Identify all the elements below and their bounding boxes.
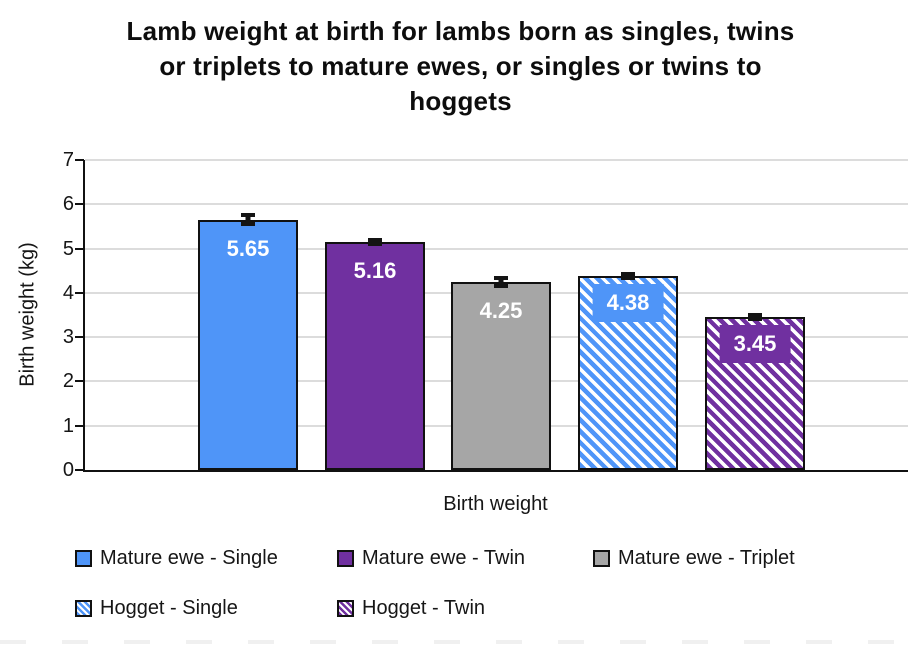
legend-swatch-hatched-blue bbox=[75, 599, 92, 617]
bar-hogget-single: 4.38 bbox=[578, 272, 678, 470]
bar-value-label: 3.45 bbox=[719, 325, 791, 364]
legend-label: Mature ewe - Single bbox=[100, 547, 278, 569]
error-bar bbox=[494, 276, 508, 288]
legend-item-mature-ewe-twin: Mature ewe - Twin bbox=[337, 546, 525, 570]
y-tick-label: 5 bbox=[62, 238, 74, 260]
y-tick-mark bbox=[75, 380, 84, 382]
plot-area: 5.65 5.16 4.25 4.38 3.45 bbox=[83, 159, 908, 472]
y-tick-mark bbox=[75, 248, 84, 250]
y-tick-label: 7 bbox=[62, 149, 74, 171]
legend-item-hogget-twin: Hogget - Twin bbox=[337, 596, 485, 620]
y-tick-mark bbox=[75, 203, 84, 205]
legend-label: Mature ewe - Twin bbox=[362, 547, 526, 569]
bar-value-label: 4.38 bbox=[592, 284, 664, 323]
error-bar bbox=[621, 272, 635, 281]
y-tick-label: 4 bbox=[62, 282, 74, 304]
chart-title-line: Lamb weight at birth for lambs born as s… bbox=[126, 16, 795, 46]
clipped-bottom-row bbox=[0, 640, 921, 644]
x-axis-title: Birth weight bbox=[443, 493, 548, 515]
legend-item-hogget-single: Hogget - Single bbox=[75, 596, 238, 620]
y-tick-label: 3 bbox=[62, 326, 74, 348]
y-tick-mark bbox=[75, 159, 84, 161]
bar-value-label: 4.25 bbox=[479, 297, 523, 323]
y-tick-label: 2 bbox=[62, 370, 74, 392]
y-tick-label: 6 bbox=[62, 193, 74, 215]
y-tick-mark bbox=[75, 292, 84, 294]
y-tick-mark bbox=[75, 336, 84, 338]
y-tick-mark bbox=[75, 425, 84, 427]
error-bar bbox=[368, 237, 382, 246]
chart-title-line: hoggets bbox=[409, 86, 512, 116]
chart-title-line: or triplets to mature ewes, or singles o… bbox=[159, 51, 762, 81]
bar-hogget-twin: 3.45 bbox=[705, 313, 805, 470]
chart-title: Lamb weight at birth for lambs born as s… bbox=[70, 14, 851, 119]
legend-label: Hogget - Twin bbox=[362, 597, 486, 619]
y-tick-label: 1 bbox=[62, 415, 74, 437]
y-tick-label: 0 bbox=[62, 459, 74, 481]
bar-mature-ewe-single: 5.65 bbox=[198, 213, 298, 470]
legend-swatch-solid-gray bbox=[593, 549, 610, 567]
legend-item-mature-ewe-single: Mature ewe - Single bbox=[75, 546, 278, 570]
bar-fill bbox=[198, 219, 298, 470]
bar-value-label: 5.65 bbox=[226, 235, 270, 261]
legend-swatch-solid-blue bbox=[75, 549, 92, 567]
bar-mature-ewe-triplet: 4.25 bbox=[451, 276, 551, 470]
y-tick-mark bbox=[75, 469, 84, 471]
legend-swatch-hatched-purple bbox=[337, 599, 354, 617]
error-bar bbox=[748, 313, 762, 322]
legend-label: Hogget - Single bbox=[100, 597, 238, 619]
error-bar bbox=[241, 213, 255, 227]
gridline bbox=[85, 159, 908, 161]
legend-item-mature-ewe-triplet: Mature ewe - Triplet bbox=[593, 546, 795, 570]
bar-fill bbox=[451, 281, 551, 470]
gridline bbox=[85, 203, 908, 206]
bar-mature-ewe-twin: 5.16 bbox=[325, 237, 425, 470]
legend-label: Mature ewe - Triplet bbox=[618, 547, 795, 569]
gridline bbox=[85, 247, 908, 250]
legend-swatch-solid-purple bbox=[337, 549, 354, 567]
bar-value-label: 5.16 bbox=[353, 257, 397, 283]
